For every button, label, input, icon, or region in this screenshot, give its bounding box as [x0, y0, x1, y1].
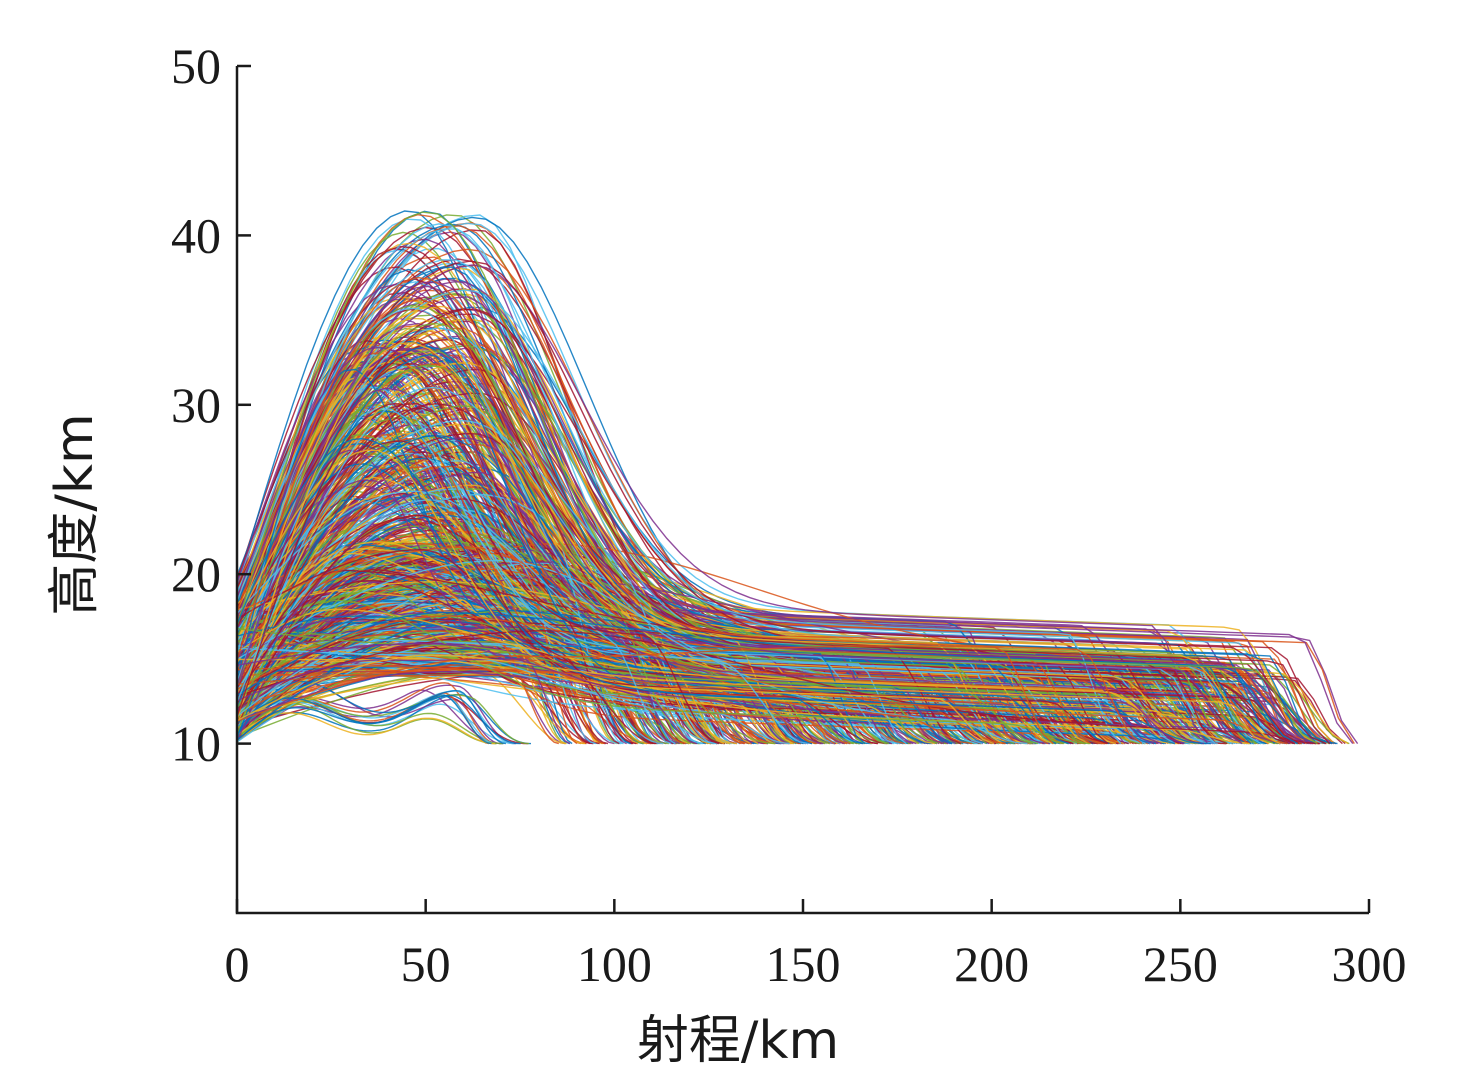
trajectory-line	[236, 346, 1155, 745]
trajectory-line	[236, 654, 1281, 745]
x-tick-label: 50	[401, 936, 451, 992]
x-axis-title: 射程/km	[637, 1011, 839, 1071]
trajectory-line	[236, 645, 1054, 745]
trajectory-line	[236, 387, 1185, 745]
trajectory-line	[236, 599, 1090, 745]
trajectory-line	[236, 298, 1091, 745]
trajectory-line	[236, 423, 1199, 745]
trajectory-line	[236, 695, 496, 745]
trajectory-line	[236, 318, 1317, 745]
trajectory-line	[236, 342, 1270, 745]
x-tick-label: 100	[577, 936, 652, 992]
trajectory-line	[236, 264, 1209, 745]
trajectory-line	[236, 322, 1015, 745]
trajectory-lines	[236, 210, 1359, 745]
y-tick-label: 20	[171, 546, 221, 602]
x-tick-label: 150	[766, 936, 841, 992]
trajectory-line	[236, 629, 1321, 745]
trajectory-line	[236, 402, 720, 745]
trajectory-line	[236, 689, 507, 745]
trajectory-line	[236, 611, 1299, 745]
y-tick-label: 40	[171, 207, 221, 263]
trajectory-line	[236, 283, 1354, 745]
trajectory-line	[236, 304, 1257, 745]
trajectory-line	[236, 548, 1108, 745]
trajectory-line	[236, 490, 672, 745]
trajectory-line	[236, 627, 1039, 745]
trajectory-line	[236, 465, 1249, 745]
trajectory-line	[236, 223, 1037, 745]
y-axis-ticks: 10 20 30 40 50	[171, 38, 251, 772]
trajectory-line	[236, 579, 637, 745]
trajectory-line	[236, 276, 1143, 745]
y-tick-label: 30	[171, 377, 221, 433]
trajectory-line	[236, 569, 1331, 745]
trajectory-line	[236, 546, 1049, 745]
trajectory-line	[236, 471, 680, 745]
trajectory-line	[236, 559, 1028, 745]
y-tick-label: 10	[171, 716, 221, 772]
x-axis-ticks: 0 50 100 150 200 250 300	[225, 899, 1407, 992]
trajectory-line	[236, 668, 973, 745]
y-axis-title: 高度/km	[45, 413, 105, 615]
trajectory-line	[236, 499, 907, 745]
trajectory-line	[236, 437, 864, 745]
trajectory-line	[236, 568, 578, 745]
x-tick-label: 300	[1332, 936, 1407, 992]
trajectory-line	[236, 514, 657, 745]
trajectory-line	[236, 368, 712, 745]
trajectory-line	[236, 642, 698, 745]
trajectory-line	[236, 386, 809, 745]
x-tick-label: 250	[1143, 936, 1218, 992]
trajectory-line	[236, 627, 776, 745]
trajectory-line	[236, 322, 1294, 744]
trajectory-line	[236, 440, 879, 745]
trajectory-line	[236, 405, 695, 745]
trajectory-line	[236, 552, 936, 745]
trajectory-line	[236, 307, 1078, 745]
x-tick-label: 200	[954, 936, 1029, 992]
trajectory-line	[236, 211, 1318, 745]
trajectory-line	[236, 537, 816, 745]
trajectory-line	[236, 444, 930, 745]
trajectory-line	[236, 626, 1162, 745]
x-tick-label: 0	[225, 936, 250, 992]
trajectory-line	[236, 612, 1312, 745]
trajectory-line	[236, 635, 1018, 745]
trajectory-line	[236, 260, 1327, 745]
trajectory-line	[236, 608, 1194, 745]
trajectory-line	[236, 213, 1142, 745]
trajectory-line	[236, 630, 560, 745]
trajectory-line	[236, 615, 1288, 745]
trajectory-line	[236, 613, 938, 745]
trajectory-line	[236, 452, 1006, 745]
trajectory-line	[236, 615, 953, 745]
y-tick-label: 50	[171, 38, 221, 94]
trajectory-line	[236, 223, 1122, 745]
